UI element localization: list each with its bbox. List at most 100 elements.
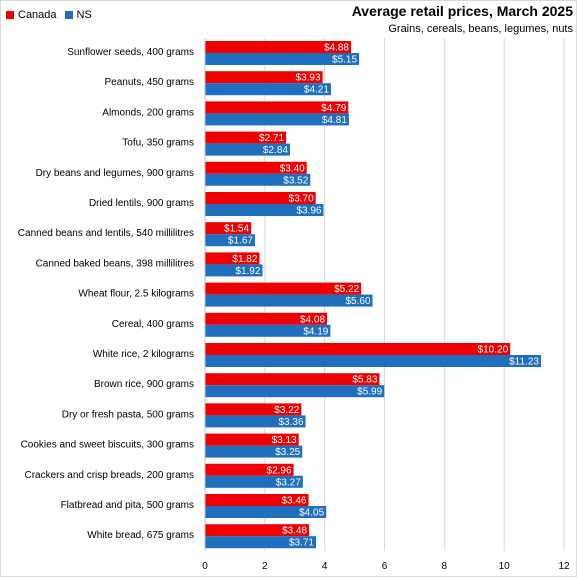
category-label: Peanuts, 450 grams	[105, 77, 195, 88]
value-label-ns: $3.27	[276, 477, 301, 488]
category-label: Canned beans and lentils, 540 millilitre…	[18, 228, 194, 239]
value-label-canada: $5.83	[352, 375, 377, 386]
bar-canada	[205, 101, 349, 114]
bar-ns	[205, 83, 331, 96]
x-tick-label-12: 12	[558, 561, 570, 572]
value-label-canada: $3.93	[296, 73, 321, 84]
value-label-ns: $4.81	[322, 115, 347, 126]
x-tick-label-0: 0	[202, 561, 208, 572]
bar-ns	[205, 204, 324, 216]
value-label-ns: $2.84	[263, 145, 288, 156]
bar-canada	[205, 282, 362, 295]
bar-canada	[205, 222, 252, 235]
bar-canada	[205, 373, 380, 386]
legend-item-canada: Canada	[6, 9, 57, 21]
category-label: Dried lentils, 900 grams	[89, 198, 194, 209]
value-label-ns: $3.25	[275, 447, 300, 458]
category-label: Brown rice, 900 grams	[94, 379, 194, 390]
value-label-ns: $3.71	[289, 538, 314, 549]
value-label-ns: $3.36	[278, 417, 303, 428]
legend-swatch-ns	[64, 11, 73, 19]
category-label: White rice, 2 kilograms	[93, 349, 194, 360]
bar-ns	[205, 324, 331, 337]
value-label-canada: $4.79	[321, 103, 346, 114]
category-label: White bread, 675 grams	[87, 530, 194, 541]
chart-title: Average retail prices, March 2025	[351, 3, 573, 19]
category-label: Cookies and sweet biscuits, 300 grams	[21, 440, 194, 451]
value-label-ns: $11.23	[509, 357, 539, 368]
bar-canada	[205, 312, 328, 325]
bar-ns	[205, 536, 316, 549]
value-label-ns: $1.67	[228, 236, 253, 247]
value-label-ns: $4.19	[303, 326, 328, 337]
value-label-canada: $2.71	[259, 133, 284, 144]
chart-subtitle: Grains, cereals, beans, legumes, nuts	[388, 23, 573, 35]
bar-ns	[205, 53, 360, 65]
value-label-ns: $3.52	[283, 175, 308, 186]
x-tick-label-6: 6	[382, 561, 388, 572]
value-label-canada: $2.96	[267, 465, 292, 476]
legend-item-ns: NS	[64, 9, 92, 21]
bar-ns	[205, 113, 349, 126]
category-label: Sunflower seeds, 400 grams	[67, 47, 194, 58]
category-label: Dry beans and legumes, 900 grams	[36, 168, 194, 179]
value-label-canada: $3.46	[281, 496, 306, 507]
bar-canada	[205, 161, 307, 174]
category-label: Tofu, 350 grams	[122, 138, 194, 149]
value-label-ns: $3.96	[296, 206, 321, 217]
bar-ns	[205, 143, 290, 156]
bar-ns	[205, 234, 255, 247]
bar-ns	[205, 355, 541, 367]
value-label-canada: $5.22	[334, 284, 359, 295]
bar-canada	[205, 252, 260, 265]
bar-canada	[205, 41, 351, 53]
value-label-ns: $1.92	[235, 266, 260, 277]
bar-ns	[205, 506, 327, 518]
bar-ns	[205, 475, 303, 488]
value-label-canada: $3.70	[289, 194, 314, 205]
value-label-canada: $3.48	[282, 526, 307, 537]
bar-canada	[205, 494, 309, 506]
x-tick-label-4: 4	[322, 561, 328, 572]
value-label-canada: $1.82	[232, 254, 257, 265]
category-label: Canned baked beans, 398 millilitres	[36, 258, 194, 269]
value-label-canada: $1.54	[224, 224, 249, 235]
bar-ns	[205, 415, 306, 428]
legend-label-ns: NS	[76, 9, 92, 21]
value-label-ns: $4.05	[299, 508, 324, 519]
legend: Canada NS	[6, 9, 100, 21]
value-label-canada: $3.22	[274, 405, 299, 416]
legend-label-canada: Canada	[18, 9, 57, 21]
bar-ns	[205, 294, 373, 307]
category-label: Cereal, 400 grams	[112, 319, 194, 330]
bar-canada	[205, 131, 287, 144]
category-label: Wheat flour, 2.5 kilograms	[78, 289, 194, 300]
bar-ns	[205, 173, 311, 186]
x-tick-label-10: 10	[499, 561, 511, 572]
value-label-canada: $10.20	[478, 345, 509, 356]
value-label-canada: $4.88	[324, 43, 349, 54]
bar-canada	[205, 463, 294, 476]
category-label: Almonds, 200 grams	[102, 107, 194, 118]
x-tick-label-2: 2	[262, 561, 268, 572]
bar-ns	[205, 264, 263, 277]
value-label-ns: $5.60	[346, 296, 371, 307]
bar-canada	[205, 524, 310, 537]
category-label: Crackers and crisp breads, 200 grams	[24, 470, 194, 481]
x-tick-label-8: 8	[442, 561, 448, 572]
legend-swatch-canada	[6, 11, 14, 19]
bar-ns	[205, 445, 303, 458]
value-label-ns: $4.21	[304, 85, 329, 96]
value-label-ns: $5.99	[357, 387, 382, 398]
category-label: Flatbread and pita, 500 grams	[61, 500, 194, 511]
bar-canada	[205, 192, 316, 204]
value-label-canada: $4.08	[300, 314, 325, 325]
bar-canada	[205, 71, 323, 84]
bar-canada	[205, 343, 511, 355]
bar-canada	[205, 433, 299, 446]
bar-canada	[205, 403, 302, 416]
category-label: Dry or fresh pasta, 500 grams	[62, 409, 194, 420]
bar-ns	[205, 385, 385, 398]
value-label-canada: $3.13	[272, 435, 297, 446]
